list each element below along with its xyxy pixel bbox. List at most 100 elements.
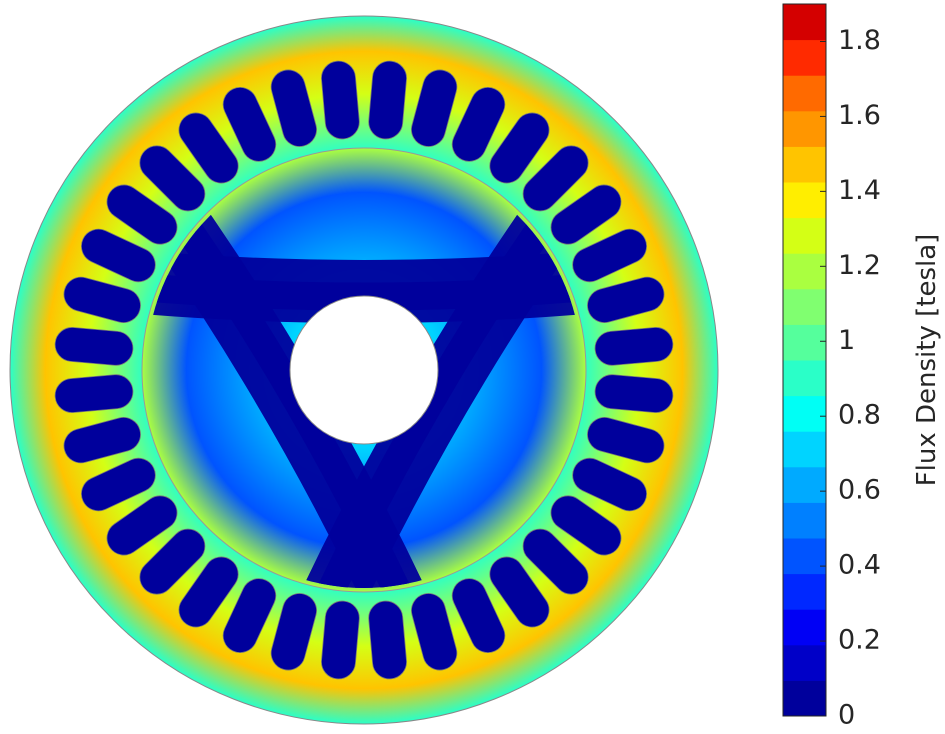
slot	[368, 600, 407, 680]
slot	[63, 276, 141, 323]
slot	[587, 417, 665, 464]
colorbar-band	[783, 538, 826, 575]
slot	[572, 228, 647, 283]
slot-body	[54, 327, 134, 366]
slot-body	[321, 600, 360, 680]
slot-body	[550, 495, 622, 556]
colorbar-tick-label: 0	[838, 700, 855, 731]
slot	[54, 374, 134, 413]
slot-body	[594, 327, 674, 366]
slot	[139, 528, 206, 595]
slot	[270, 69, 317, 147]
slot-body	[178, 112, 239, 184]
colorbar-tick-label: 0.2	[838, 625, 881, 656]
slot	[489, 112, 550, 184]
slot-body	[270, 593, 317, 671]
slot	[321, 600, 360, 680]
slot-body	[451, 578, 506, 653]
slot	[63, 417, 141, 464]
colorbar-band	[783, 609, 826, 646]
slot-body	[270, 69, 317, 147]
slot-body	[106, 184, 178, 245]
slot	[321, 60, 360, 140]
stator-slots	[54, 60, 674, 680]
colorbar-band	[783, 360, 826, 397]
barrier	[146, 241, 582, 302]
colorbar-tick-label: 1.8	[838, 25, 881, 56]
slot-body	[587, 417, 665, 464]
slot-body	[222, 578, 277, 653]
slot-body	[411, 69, 458, 147]
slot-body	[522, 528, 589, 595]
colorbar-tick-label: 0.8	[838, 400, 881, 431]
colorbar-band	[783, 324, 826, 361]
colorbar-tick-label: 1.6	[838, 100, 881, 131]
slot	[222, 87, 277, 162]
colorbar-band	[783, 573, 826, 610]
slot-body	[54, 374, 134, 413]
slot	[587, 276, 665, 323]
slot	[522, 145, 589, 212]
slot-body	[222, 87, 277, 162]
slot-body	[178, 556, 239, 628]
slot	[106, 184, 178, 245]
colorbar-band	[783, 182, 826, 219]
motor-field	[9, 15, 719, 725]
colorbar-band	[783, 466, 826, 503]
colorbar-band	[783, 217, 826, 254]
slot	[222, 578, 277, 653]
slot-body	[572, 228, 647, 283]
slot-body	[63, 276, 141, 323]
slot	[594, 374, 674, 413]
colorbar-band	[783, 146, 826, 183]
slot-body	[572, 457, 647, 512]
slot	[54, 327, 134, 366]
colorbar-tick-label: 1	[838, 325, 855, 356]
slot-body	[587, 276, 665, 323]
slot-body	[489, 556, 550, 628]
slot-body	[368, 600, 407, 680]
slot	[368, 60, 407, 140]
slot	[411, 593, 458, 671]
colorbar-tick-label: 1.4	[838, 175, 881, 206]
slot	[411, 69, 458, 147]
colorbar-band	[783, 288, 826, 325]
slot	[178, 112, 239, 184]
slot	[451, 87, 506, 162]
slot-body	[550, 184, 622, 245]
slot-body	[522, 145, 589, 212]
colorbar-frame	[782, 3, 827, 717]
colorbar-band	[783, 502, 826, 539]
colorbar-band	[783, 431, 826, 468]
slot	[489, 556, 550, 628]
slot-body	[139, 145, 206, 212]
slot-body	[594, 374, 674, 413]
colorbar-band	[783, 39, 826, 76]
slot	[139, 145, 206, 212]
colorbar-band	[783, 644, 826, 681]
slot-body	[368, 60, 407, 140]
colorbar-band	[783, 75, 826, 112]
slot-body	[81, 228, 156, 283]
colorbar-band	[783, 253, 826, 290]
colorbar-band	[783, 680, 826, 717]
slot	[81, 457, 156, 512]
slot-body	[489, 112, 550, 184]
slot-body	[451, 87, 506, 162]
slot	[594, 327, 674, 366]
colorbar-tick-label: 0.4	[838, 550, 881, 581]
slot-body	[81, 457, 156, 512]
slot	[550, 495, 622, 556]
colorbar-band	[783, 4, 826, 41]
slot	[106, 495, 178, 556]
slot	[550, 184, 622, 245]
colorbar-band	[783, 395, 826, 432]
slot-body	[106, 495, 178, 556]
slot	[522, 528, 589, 595]
colorbar-tick-label: 1.2	[838, 250, 881, 281]
slot-body	[321, 60, 360, 140]
slot-body	[139, 528, 206, 595]
shaft-hole	[289, 295, 439, 445]
slot	[81, 228, 156, 283]
